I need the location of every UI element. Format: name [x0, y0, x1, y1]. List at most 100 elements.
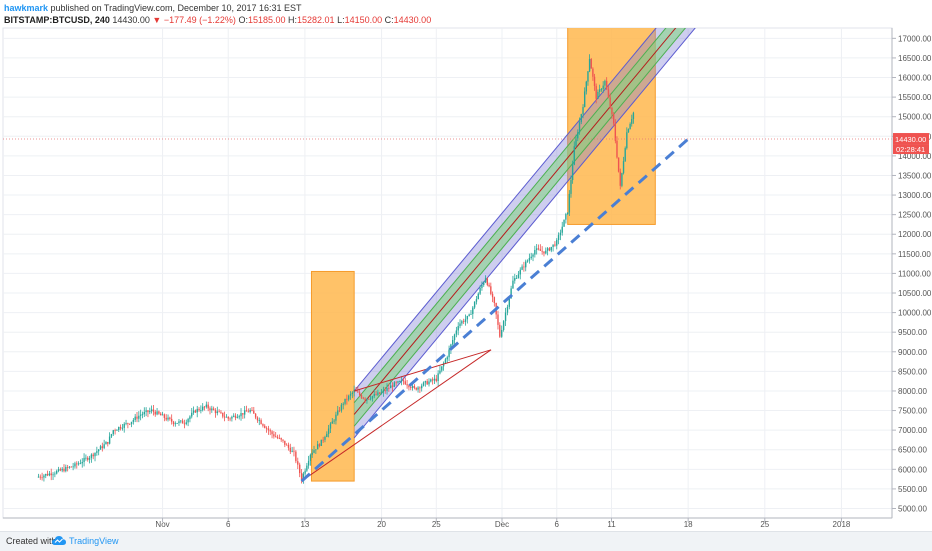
candle-body [532, 254, 534, 257]
candle-body [592, 68, 594, 77]
candle-body [550, 246, 552, 251]
candle-body [127, 423, 129, 424]
candle-body [63, 468, 65, 472]
price-chart[interactable]: 5000.00 5500.00 6000.00 6500.00 7000.00 7500.… [0, 0, 932, 531]
candle-body [528, 258, 531, 261]
time-tick-label: 11 [607, 520, 616, 529]
candle-body [121, 427, 124, 429]
candle-body [150, 409, 153, 411]
candle-body [284, 440, 286, 445]
candle-body [333, 420, 335, 422]
candle-body [619, 171, 621, 186]
candle-body [231, 416, 233, 419]
tradingview-brand-link[interactable]: TradingView [69, 536, 119, 546]
candle-body [386, 387, 388, 391]
candle-body [45, 474, 47, 476]
candle-body [68, 466, 71, 468]
price-tick-label: 8000.00 [898, 387, 927, 396]
candle-body [338, 410, 341, 412]
candle-body [481, 284, 483, 288]
candle-body [243, 410, 246, 415]
candle-body [461, 321, 463, 324]
candle-body [331, 421, 333, 424]
time-axis[interactable]: Nov 6 13 20 25 Dec 6 11 18 25 2018 [155, 518, 851, 529]
candle-body [605, 80, 608, 90]
candle-body [632, 112, 635, 120]
candle-body [464, 319, 467, 322]
candle-body [468, 314, 470, 316]
candle-body [65, 467, 67, 472]
candle-body [90, 454, 93, 458]
candle-body [504, 312, 507, 322]
candle-body [278, 437, 281, 439]
candle-body [399, 381, 401, 382]
candle-body [194, 410, 197, 413]
candle-body [147, 410, 149, 413]
candle-body [512, 280, 514, 289]
candle-body [607, 89, 610, 98]
candle-body [152, 409, 155, 412]
candle-body [322, 439, 324, 441]
channel-line-center [353, 28, 677, 415]
channel-base-line [354, 349, 492, 392]
candle-body [70, 466, 72, 468]
candle-body [472, 307, 474, 315]
candle-body [395, 382, 397, 384]
symbol-name[interactable]: BITSTAMP:BTCUSD, 240 [4, 15, 110, 25]
candle-body [577, 132, 579, 139]
candle-body [573, 146, 575, 165]
candle-body [602, 85, 604, 90]
price-axis[interactable]: 5000.00 5500.00 6000.00 6500.00 7000.00 7500.… [892, 34, 932, 514]
candle-body [570, 180, 572, 194]
time-tick-label: 13 [300, 520, 309, 529]
candle-body [306, 465, 308, 471]
candle-body [116, 429, 118, 431]
candle-body [293, 450, 295, 452]
candle-body [245, 410, 248, 412]
candle-body [600, 89, 603, 91]
candle-body [161, 414, 164, 416]
countdown-label: 02:28:41 [896, 145, 925, 154]
candle-body [535, 248, 538, 251]
candle-body [318, 444, 321, 446]
candle-body [353, 389, 355, 393]
candle-body [368, 398, 370, 400]
candle-body [457, 326, 459, 331]
candle-body [479, 287, 481, 294]
candle-body [382, 390, 385, 393]
candle-body [269, 430, 271, 432]
candle-body [205, 404, 208, 407]
candle-body [289, 447, 291, 452]
candle-body [167, 417, 169, 420]
candle-body [83, 457, 85, 463]
candle-body [404, 381, 406, 385]
candle-body [234, 415, 237, 418]
candle-body [198, 408, 200, 411]
time-tick-label: 6 [226, 520, 231, 529]
candle-body [37, 476, 40, 478]
candle-body [530, 256, 532, 259]
candle-body [125, 423, 127, 424]
candle-body [118, 426, 120, 430]
candle-body [163, 414, 166, 418]
last-price-label: 14430.00 [895, 135, 926, 144]
candle-body [567, 212, 569, 215]
publish-text: published on TradingView.com, December 1… [50, 3, 302, 13]
candle-body [433, 378, 436, 381]
candle-body [488, 284, 490, 287]
candle-body [249, 409, 251, 413]
candle-body [455, 330, 458, 335]
last-price-box [893, 133, 929, 145]
grid [3, 28, 892, 518]
candle-body [624, 148, 626, 162]
candle-body [559, 232, 562, 236]
author-link[interactable]: hawkmark [4, 3, 49, 13]
candle-body [132, 419, 135, 422]
candle-body [525, 261, 527, 268]
candle-body [300, 473, 303, 481]
candle-body [178, 421, 180, 424]
candle-body [298, 464, 301, 474]
time-tick-label: 20 [377, 520, 386, 529]
candle-body [400, 380, 403, 382]
candle-body [265, 427, 268, 429]
